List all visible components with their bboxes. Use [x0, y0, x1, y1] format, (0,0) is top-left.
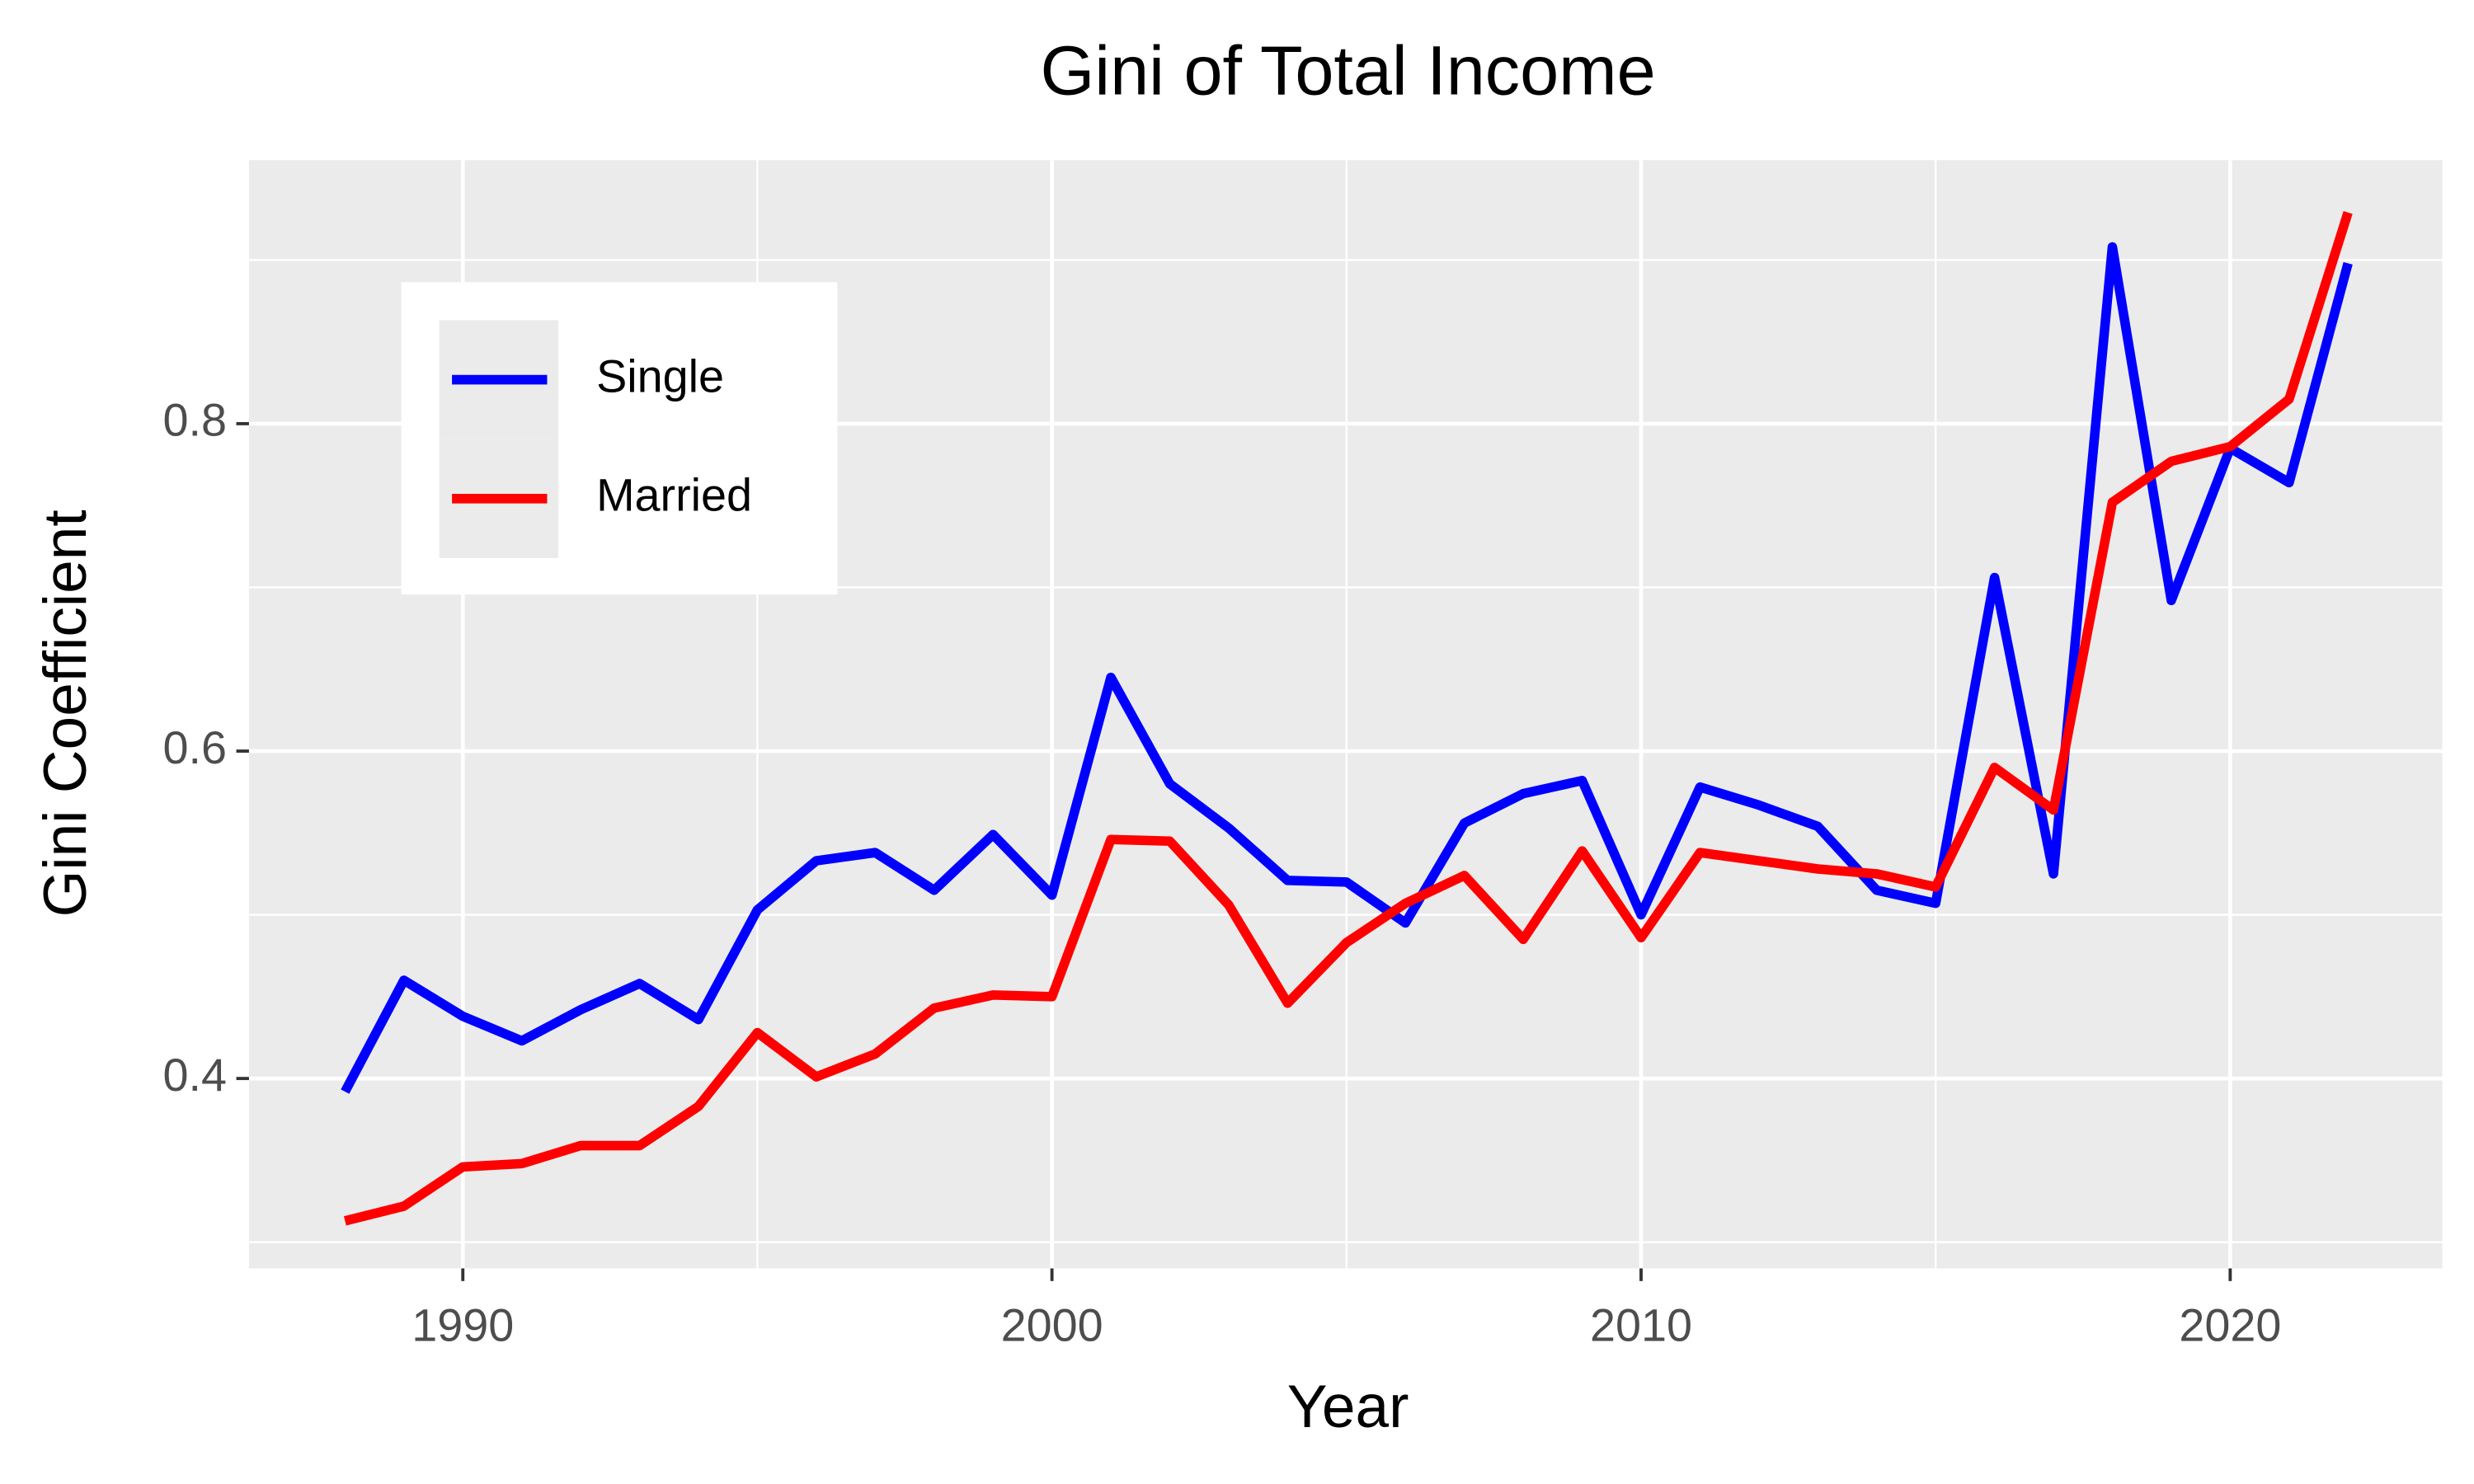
x-tick-label: 2010: [1590, 1299, 1692, 1350]
legend-label: Single: [596, 350, 724, 402]
x-tick-label: 2000: [1001, 1299, 1103, 1350]
x-axis-title: Year: [1287, 1374, 1409, 1440]
x-tick-label: 2020: [2179, 1299, 2281, 1350]
chart-title: Gini of Total Income: [1041, 31, 1656, 110]
y-tick-label: 0.4: [162, 1050, 227, 1101]
legend: Single Married: [401, 282, 838, 595]
x-tick-label: 1990: [412, 1299, 514, 1350]
y-tick-label: 0.6: [162, 722, 227, 773]
y-tick-label: 0.8: [162, 395, 227, 446]
legend-label: Married: [596, 470, 752, 521]
series-line: [343, 211, 2353, 1226]
series-line: [341, 242, 2353, 1094]
y-axis-title: Gini Coefficient: [32, 510, 99, 917]
